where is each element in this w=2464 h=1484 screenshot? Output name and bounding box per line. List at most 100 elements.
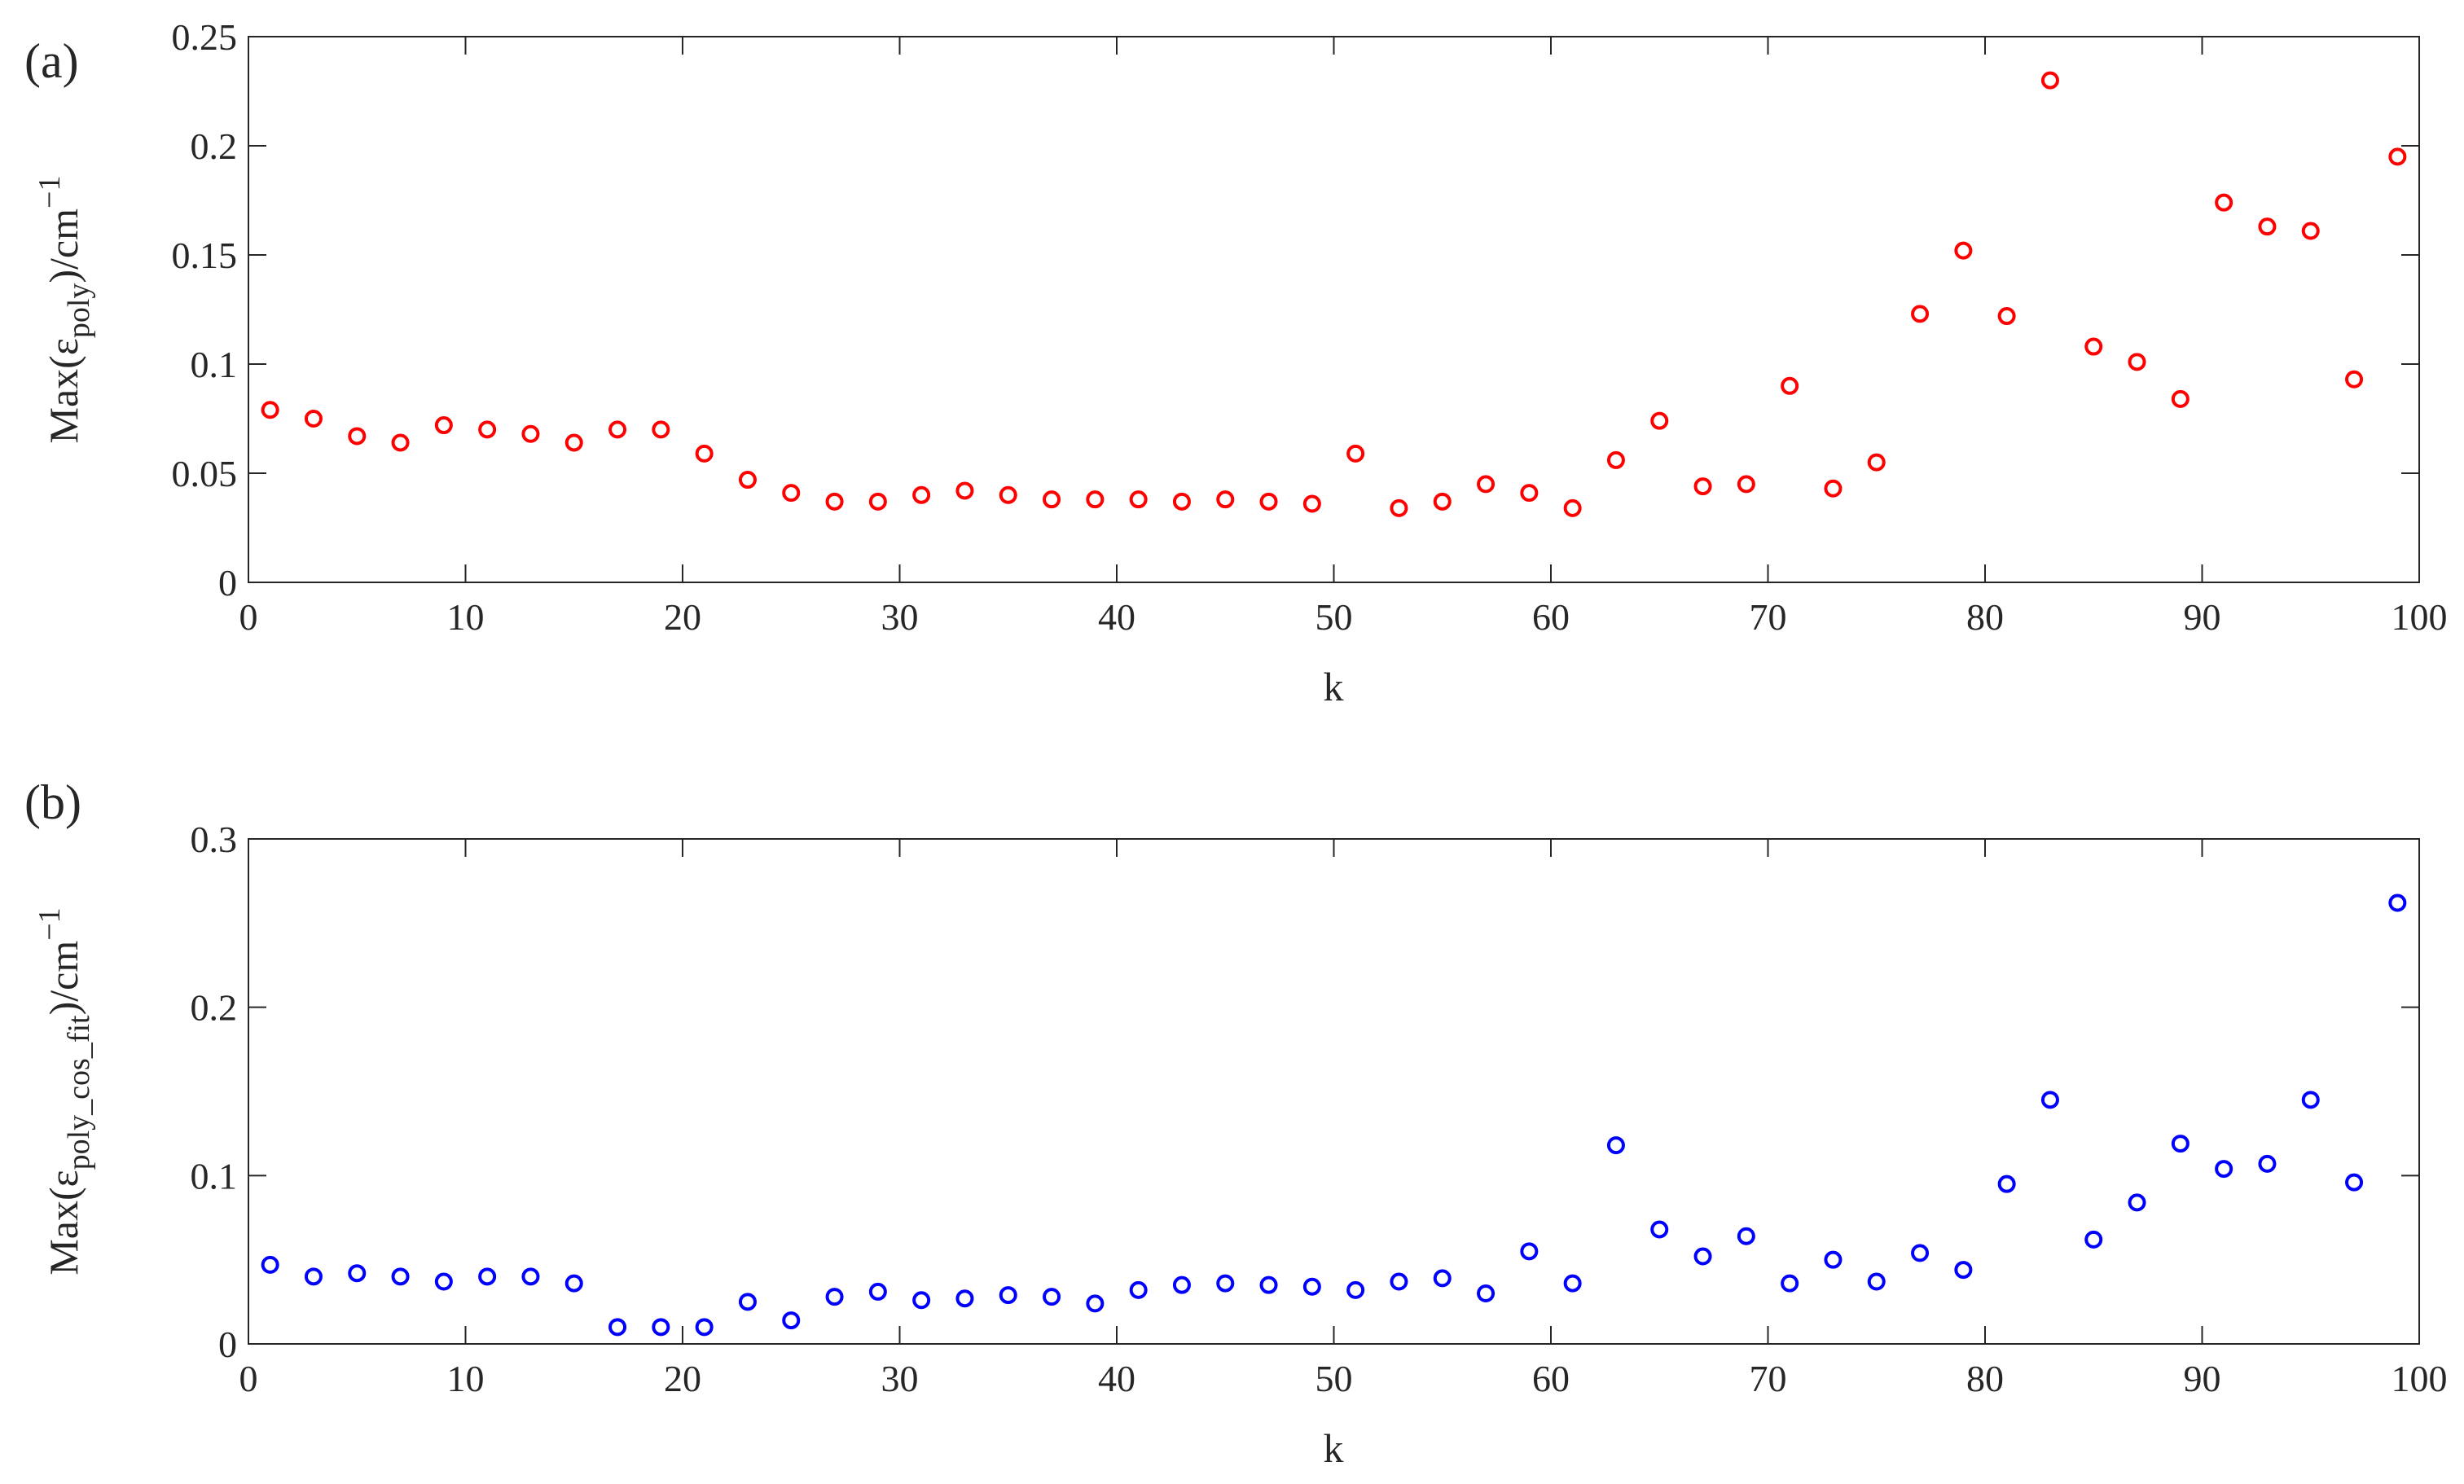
panel-b-x-tick-label: 80 (1966, 1358, 2004, 1399)
panel-b-data-point (2084, 1230, 2103, 1249)
panel-b-data-point (825, 1288, 844, 1306)
panel-a-data-point (434, 416, 453, 435)
panel-a-y-label-prefix: Max(ε (41, 338, 86, 443)
panel-b-data-point (912, 1291, 931, 1310)
panel-b-data-point (434, 1272, 453, 1291)
panel-b-x-tick-label: 40 (1098, 1358, 1135, 1399)
panel-b-y-tick-label: 0.2 (191, 987, 238, 1029)
panel-b-x-tick-label: 60 (1532, 1358, 1570, 1399)
panel-b-data-point (608, 1318, 627, 1337)
panel-b-data-point (261, 1255, 279, 1274)
panel-b-data-point (1433, 1269, 1452, 1288)
panel-a-y-tick-label: 0.05 (172, 453, 238, 494)
panel-b-data-point (1086, 1294, 1105, 1313)
panel-b-data-point (1172, 1275, 1191, 1294)
panel-a-data-point (2388, 147, 2407, 166)
panel-a-data-point (2084, 337, 2103, 356)
panel-a-data-point (652, 420, 670, 439)
panel-a-data-point (2171, 389, 2189, 408)
panel-b-data-point (1563, 1274, 1582, 1293)
panel-b-data-point (955, 1289, 974, 1308)
panel-b-data-point (1867, 1272, 1886, 1291)
panel-a-x-tick-label: 80 (1966, 596, 2004, 638)
panel-b-x-tick-label: 50 (1315, 1358, 1353, 1399)
panel-a-x-tick-label: 100 (2392, 596, 2448, 638)
panel-a-data-point (521, 424, 540, 443)
panel-a-y-ticks: 0 0.05 0.1 0.15 0.2 0.25 (172, 16, 2419, 604)
panel-a-data-point (304, 410, 323, 428)
panel-a-x-tick-label: 90 (2184, 596, 2221, 638)
panel-b-data-point (2040, 1091, 2059, 1109)
panel-b: (b) 0 10 20 30 40 50 60 70 80 90 100 00.10.20.3 k … (24, 775, 2448, 1471)
panel-a: (a) 0 10 20 30 40 50 60 70 80 90 100 00.050.10.150… (24, 16, 2448, 709)
panel-b-data-point (2301, 1091, 2320, 1109)
panel-a-data-point (1216, 490, 1235, 509)
panel-a-data-point (1086, 490, 1105, 509)
panel-a-data-point (1997, 307, 2016, 326)
panel-b-x-tick-label: 20 (664, 1358, 701, 1399)
panel-a-data-point (1824, 479, 1843, 498)
panel-a-x-tick-label: 60 (1532, 596, 1570, 638)
panel-a-data-point (1043, 490, 1061, 509)
panel-a-data-point (825, 492, 844, 511)
panel-b-data-point (1954, 1261, 1973, 1280)
panel-a-data-point (695, 444, 714, 463)
panel-a-data-point (564, 433, 583, 452)
panel-a-data-point (1302, 494, 1321, 513)
panel-b-x-tick-label: 10 (447, 1358, 485, 1399)
panel-b-data-point (1520, 1242, 1539, 1261)
panel-b-data-point (2258, 1154, 2277, 1173)
panel-a-data-point (1954, 241, 1973, 260)
panel-a-data-point (912, 485, 931, 504)
panel-b-data-point (1737, 1227, 1755, 1245)
panel-a-data-point (391, 433, 410, 452)
panel-b-data-point (304, 1267, 323, 1286)
panel-a-data-point (478, 420, 497, 439)
panel-b-x-tick-label: 0 (239, 1358, 258, 1399)
panel-b-data-point (1606, 1136, 1625, 1155)
panel-a-data-point (2128, 353, 2146, 371)
panel-b-data-point (695, 1318, 714, 1337)
panel-b-data-point (2171, 1135, 2189, 1153)
panel-a-data-point (1346, 444, 1365, 463)
panel-b-data-point (782, 1311, 801, 1330)
panel-b-data-point (391, 1267, 410, 1286)
panel-a-y-tick-label: 0.1 (191, 344, 238, 385)
panel-a-axes-box (248, 36, 2420, 583)
panel-a-data-point (1781, 376, 1799, 395)
panel-b-data-point (1477, 1284, 1496, 1302)
panel-a-data-point (782, 484, 801, 503)
panel-a-x-tick-label: 70 (1750, 596, 1787, 638)
panel-a-data-point (738, 471, 757, 490)
panel-a-x-axis-label: k (1324, 664, 1344, 709)
panel-a-data-point (1737, 475, 1755, 494)
panel-b-data-point (1346, 1280, 1365, 1299)
panel-a-x-tick-label: 50 (1315, 596, 1353, 638)
panel-b-data-point (999, 1286, 1017, 1305)
panel-b-y-ticks: 0 0.1 0.2 0.3 (191, 819, 2419, 1365)
panel-a-data-point (2040, 71, 2059, 90)
panel-a-data-point (1520, 484, 1539, 503)
panel-a-x-tick-label: 30 (881, 596, 919, 638)
panel-a-y-label-subscript: poly (62, 283, 96, 339)
panel-a-x-tick-label: 40 (1098, 596, 1135, 638)
panel-a-data-point (608, 420, 627, 439)
panel-b-data-point (2215, 1160, 2233, 1179)
panel-b-data-point (2128, 1193, 2146, 1212)
panel-a-y-tick-label: 0.25 (172, 16, 238, 58)
panel-b-x-tick-label: 90 (2184, 1358, 2221, 1399)
panel-b-x-tick-label: 100 (2392, 1358, 2448, 1399)
panel-a-data-point (2301, 222, 2320, 240)
panel-a-data-point (1129, 490, 1148, 509)
panel-b-data-point (1997, 1174, 2016, 1193)
panel-a-x-tick-label: 20 (664, 596, 701, 638)
panel-a-data-point (999, 485, 1017, 504)
panel-a-data-point (1259, 492, 1278, 511)
panel-b-data-point (564, 1274, 583, 1293)
panel-b-axes-box (248, 838, 2420, 1345)
panel-a-data-point (2258, 217, 2277, 236)
panel-b-data-point (478, 1267, 497, 1286)
panel-b-y-axis-label: Max(εpoly_cos_fit)/cm−1 (33, 907, 96, 1275)
panel-b-data-point (521, 1267, 540, 1286)
